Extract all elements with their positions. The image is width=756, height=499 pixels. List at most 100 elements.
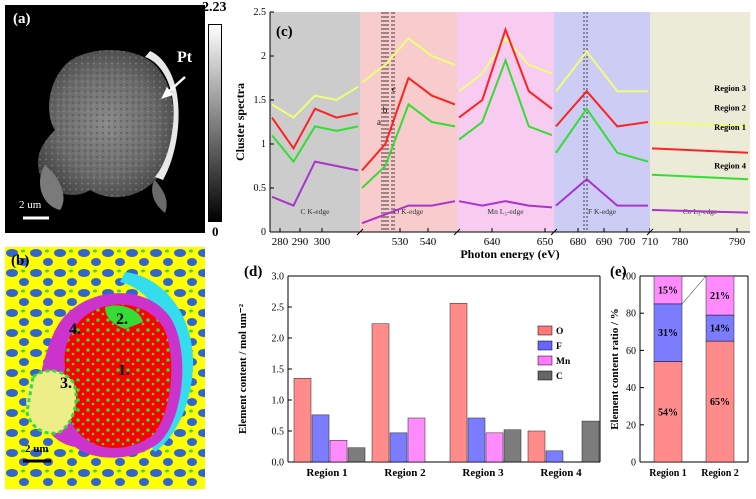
stack-F-1 [705, 314, 735, 342]
marker-label-a: a [377, 117, 381, 127]
stack-label-Mn-0: 15% [658, 285, 678, 296]
panel-label-e: (e) [610, 264, 627, 280]
region-label-2: 2. [116, 311, 128, 328]
colorbar-max: 2.23 [202, 0, 227, 15]
x-tick-label-2-1: 650 [537, 236, 554, 248]
bar-C-3 [581, 420, 600, 463]
y-tick-label-2: 1 [261, 139, 266, 150]
y-axis-title-e: Element content ratio / % [609, 308, 621, 430]
bar-C-0 [347, 447, 366, 463]
legend-swatch-d-0 [537, 325, 553, 336]
x-tick-label-2-0: 640 [484, 236, 501, 248]
legend-label-d-1: F [556, 342, 562, 352]
spectra-chart-c: C K-edge 280 290 300 O K-edge 530 540 Mn L₃-edg… [232, 0, 756, 261]
category-label-e-1: Region 2 [701, 468, 739, 479]
y-tick-label-d-3: 1.5 [272, 365, 285, 376]
legend-label-d-2: Mn [556, 357, 571, 367]
series-label-1: Region 2 [714, 103, 746, 113]
stack-label-O-1: 65% [710, 397, 730, 408]
panel-label-d: (d) [244, 264, 262, 280]
region-label-4: 4. [69, 321, 81, 338]
y-tick-label-e-1: 20 [626, 420, 636, 431]
panel-label-c: (c) [276, 24, 293, 40]
segment-edge-label-0: C K-edge [301, 207, 331, 216]
series-label-3: Region 4 [714, 161, 747, 171]
y-tick-label-1: 0.5 [254, 183, 267, 194]
category-label-d-2: Region 3 [462, 467, 504, 479]
segment-bg-0 [270, 12, 360, 232]
connector-mid [681, 275, 707, 305]
stack-label-F-0: 31% [658, 328, 678, 339]
cluster-map-image [5, 247, 205, 489]
spectrum-line-2 [271, 57, 749, 189]
bar-O-3 [527, 430, 546, 463]
bar-F-1 [389, 432, 408, 463]
segment-bg-3 [554, 12, 650, 232]
y-tick-label-d-5: 2.5 [272, 303, 285, 314]
marker-label-b: b [383, 105, 388, 115]
legend-swatch-d-1 [537, 340, 553, 351]
pt-label: Pt [177, 49, 193, 66]
x-tick-label-0-1: 290 [292, 236, 309, 248]
y-tick-label-d-4: 2.0 [272, 334, 285, 345]
bar-F-3 [545, 450, 564, 463]
region-label-1: 1. [118, 362, 130, 379]
bar-O-2 [449, 303, 468, 463]
segment-bg-1 [360, 12, 457, 232]
series-label-0: Region 3 [714, 83, 746, 93]
category-label-d-0: Region 1 [306, 467, 347, 479]
stack-label-F-1: 14% [710, 324, 730, 335]
y-axis-title: Cluster spectra [233, 83, 247, 161]
x-tick-label-0-0: 280 [272, 236, 289, 248]
bar-F-0 [311, 414, 330, 463]
x-tick-label-3-2: 700 [619, 236, 636, 248]
colorbar-gradient [208, 24, 222, 222]
x-tick-label-4-0: 780 [672, 236, 689, 248]
cluster-map-b: (b) 1. 2. 3. 4. 2 um [5, 247, 205, 489]
y-tick-label-e-4: 80 [626, 309, 636, 320]
element-ratio-svg: 0 20 40 60 80 100 54% 31% 15% Region 1 65% 14% 21% Re… [609, 264, 749, 479]
legend-label-d-0: O [556, 327, 563, 337]
x-axis-title: Photon energy (eV) [460, 247, 559, 260]
region-label-3: 3. [60, 375, 72, 392]
spectrum-line-3 [271, 160, 749, 225]
segment-edge-label-1: O K-edge [394, 207, 424, 216]
spectrum-line-1 [271, 26, 749, 172]
legend-swatch-d-3 [537, 370, 553, 381]
bar-F-2 [467, 417, 486, 463]
scalebar-b-label: 2 um [25, 443, 49, 455]
element-content-svg: 0.0 0.5 1.0 1.5 2.0 2.5 3.0 Region 1 Region 2 Reg… [237, 264, 601, 479]
y-tick-label-e-5: 100 [621, 272, 636, 283]
colorbar-min: 0 [212, 224, 219, 239]
bar-Mn-1 [407, 417, 426, 463]
stack-label-Mn-1: 21% [710, 291, 730, 302]
stack-label-O-0: 54% [658, 407, 678, 418]
y-tick-label-5: 2.5 [254, 7, 267, 18]
bar-C-2 [503, 429, 522, 463]
region1-area [63, 304, 172, 449]
x-tick-label-4-1: 790 [729, 236, 746, 248]
y-tick-label-d-0: 0.0 [272, 458, 285, 469]
stack-Mn-1 [705, 275, 735, 316]
stack-Mn-0 [653, 275, 683, 305]
panel-label-a: (a) [13, 11, 31, 27]
y-axis-title-d: Element content / mol um⁻² [237, 303, 249, 434]
y-tick-label-4: 2 [261, 51, 266, 62]
segment-edge-label-3: F K-edge [588, 207, 617, 216]
y-tick-label-d-2: 1.0 [272, 396, 285, 407]
bar-Mn-0 [329, 440, 348, 463]
segment-bg-2 [457, 12, 554, 232]
segment-edge-label-2: Mn L₃-edge [487, 207, 524, 216]
x-tick-label-0-2: 300 [314, 236, 331, 248]
bar-O-1 [371, 323, 390, 463]
x-tick-label-1-0: 530 [392, 236, 409, 248]
scalebar-a-label: 2 um [19, 199, 42, 211]
y-tick-label-3: 1.5 [254, 95, 267, 106]
panel-label-b: (b) [11, 253, 30, 269]
y-tick-label-0: 0 [261, 227, 266, 238]
y-tick-label-e-2: 40 [626, 383, 636, 394]
category-label-d-3: Region 4 [540, 467, 582, 479]
region2-area [105, 305, 143, 329]
x-tick-label-3-1: 690 [596, 236, 613, 248]
legend-swatch-d-2 [537, 355, 553, 366]
